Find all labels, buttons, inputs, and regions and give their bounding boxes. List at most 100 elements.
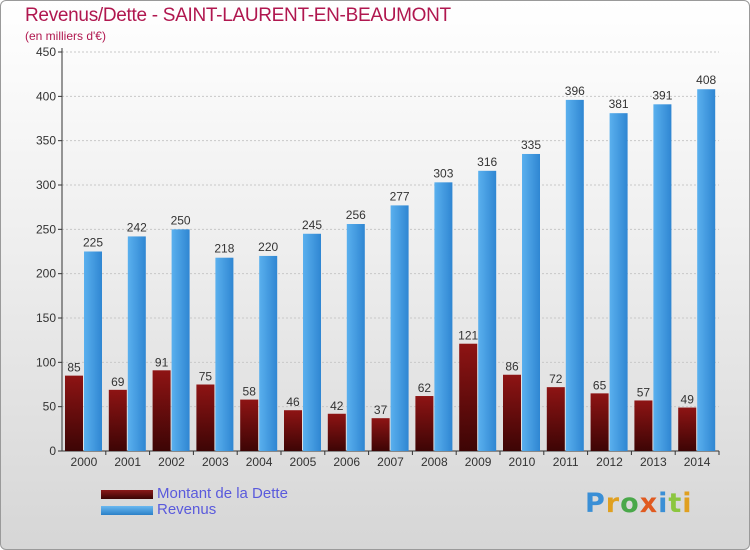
bar-debt-2001 [108, 389, 127, 451]
bar-revenue-2011 [565, 99, 584, 451]
data-label-debt-2010: 86 [505, 360, 519, 374]
bar-revenue-2009 [478, 170, 497, 451]
bar-revenue-2004 [259, 255, 278, 451]
x-tick-label-2010: 2010 [509, 455, 536, 469]
logo-letter: i [682, 488, 693, 519]
bar-revenue-2003 [215, 257, 234, 451]
x-tick-label-2011: 2011 [553, 455, 579, 469]
x-tick-label-2003: 2003 [202, 455, 229, 469]
logo-letter: o [620, 488, 640, 519]
logo-letter: r [605, 488, 621, 519]
bar-revenue-2007 [390, 205, 409, 451]
data-label-revenue-2004: 220 [258, 240, 278, 254]
data-label-revenue-2003: 218 [214, 242, 234, 256]
x-tick-label-2006: 2006 [333, 455, 360, 469]
bar-revenue-2010 [522, 153, 540, 451]
data-label-debt-2014: 49 [681, 393, 695, 407]
bar-debt-2005 [284, 410, 302, 451]
bar-revenue-2005 [303, 233, 321, 451]
data-label-revenue-2002: 250 [171, 213, 191, 227]
bar-debt-2013 [634, 400, 653, 451]
data-label-revenue-2009: 316 [477, 155, 497, 169]
y-tick-label: 250 [36, 222, 56, 236]
data-label-debt-2008: 62 [418, 381, 432, 395]
x-tick-label-2004: 2004 [246, 455, 273, 469]
data-label-revenue-2011: 396 [565, 84, 585, 98]
bar-revenue-2000 [84, 251, 102, 451]
legend-label-debt: Montant de la Dette [157, 485, 288, 502]
legend-label-revenue: Revenus [157, 501, 217, 518]
chart-subtitle: (en milliers d'€) [25, 29, 106, 43]
y-tick-label: 50 [43, 400, 57, 414]
data-label-revenue-2014: 408 [696, 73, 716, 87]
logo-letter: x [639, 488, 659, 519]
bar-revenue-2013 [653, 104, 672, 452]
proxiti-logo: Proxiti [585, 488, 693, 519]
data-label-debt-2007: 37 [374, 403, 388, 417]
data-label-debt-2009: 121 [458, 329, 478, 343]
bar-revenue-2002 [171, 229, 190, 451]
data-label-debt-2002: 91 [155, 355, 169, 369]
data-label-debt-2012: 65 [593, 378, 607, 392]
bar-debt-2011 [546, 387, 565, 451]
x-tick-label-2005: 2005 [290, 455, 317, 469]
bar-revenue-2012 [609, 113, 628, 452]
data-label-revenue-2008: 303 [433, 166, 453, 180]
bar-revenue-2006 [346, 224, 365, 451]
y-tick-label: 400 [36, 89, 56, 103]
x-tick-label-2007: 2007 [377, 455, 404, 469]
data-label-debt-2001: 69 [111, 375, 125, 389]
x-tick-label-2009: 2009 [465, 455, 492, 469]
x-tick-label-2002: 2002 [158, 455, 185, 469]
bar-debt-2002 [152, 370, 171, 451]
x-tick-label-2014: 2014 [684, 455, 711, 469]
data-label-debt-2004: 58 [243, 385, 257, 399]
bar-debt-2010 [503, 374, 521, 451]
data-label-debt-2005: 46 [286, 395, 300, 409]
data-label-revenue-2012: 381 [609, 97, 629, 111]
bar-revenue-2014 [697, 89, 716, 452]
bar-debt-2003 [196, 384, 215, 451]
data-label-debt-2000: 85 [67, 361, 81, 375]
data-label-debt-2006: 42 [330, 399, 344, 413]
logo-letter: i [658, 488, 669, 519]
y-tick-label: 100 [36, 355, 56, 369]
bar-debt-2004 [240, 399, 259, 451]
y-tick-label: 300 [36, 178, 56, 192]
x-tick-label-2001: 2001 [114, 455, 141, 469]
bar-revenue-2001 [127, 236, 146, 451]
y-tick-label: 350 [36, 134, 56, 148]
y-tick-label: 150 [36, 311, 56, 325]
data-label-debt-2003: 75 [199, 370, 213, 384]
x-tick-label-2008: 2008 [421, 455, 448, 469]
data-label-debt-2011: 72 [549, 372, 563, 386]
data-label-revenue-2007: 277 [390, 189, 410, 203]
bar-debt-2000 [65, 375, 83, 451]
data-label-revenue-2010: 335 [521, 138, 541, 152]
legend-swatch-revenue [101, 506, 153, 515]
chart-title: Revenus/Dette - SAINT-LAURENT-EN-BEAUMON… [25, 5, 451, 26]
data-label-debt-2013: 57 [637, 385, 651, 399]
bar-revenue-2008 [434, 182, 453, 451]
y-tick-label: 450 [36, 45, 56, 59]
data-label-revenue-2005: 245 [302, 218, 322, 232]
data-label-revenue-2013: 391 [652, 88, 672, 102]
bar-chart: 0 50 100 150 200 250 300 350 400 450 85 225 2000 69 24… [36, 45, 720, 469]
x-tick-label-2013: 2013 [640, 455, 667, 469]
x-tick-label-2000: 2000 [71, 455, 98, 469]
bar-debt-2007 [371, 418, 390, 451]
data-label-revenue-2000: 225 [83, 236, 103, 250]
data-label-revenue-2006: 256 [346, 208, 366, 222]
data-label-revenue-2001: 242 [127, 220, 147, 234]
logo-letter: t [668, 488, 683, 519]
bar-debt-2006 [327, 413, 346, 451]
x-tick-label-2012: 2012 [596, 455, 623, 469]
bar-debt-2008 [415, 396, 434, 451]
legend-swatch-debt [101, 490, 153, 499]
y-tick-label: 0 [49, 444, 56, 458]
bar-debt-2012 [590, 393, 609, 451]
bar-debt-2009 [459, 343, 478, 451]
bar-debt-2014 [678, 407, 697, 451]
y-tick-label: 200 [36, 267, 56, 281]
